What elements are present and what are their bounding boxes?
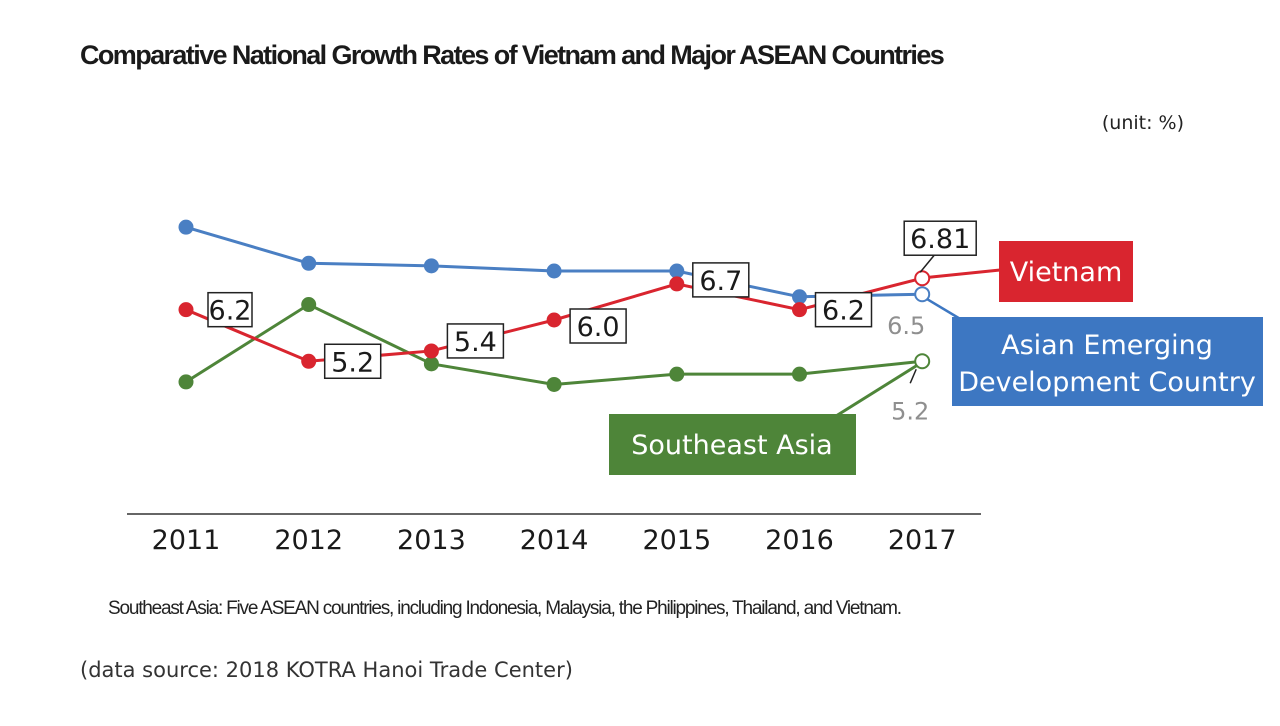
- asian-emerging-legend-label-line1: Asian Emerging: [1001, 330, 1213, 361]
- x-tick-label: 2014: [520, 525, 589, 556]
- x-tick-label: 2015: [642, 525, 711, 556]
- vietnam-legend-connector: [929, 268, 1001, 279]
- vietnam-value-label: 6.2: [209, 296, 252, 327]
- asian-emerging-legend-box: [952, 317, 1263, 406]
- vietnam-data-point: [669, 276, 685, 292]
- x-tick-label: 2011: [152, 525, 221, 556]
- vietnam-data-point: [914, 270, 931, 287]
- asian-emerging-data-point: [546, 263, 562, 279]
- vietnam-value-label: 6.7: [699, 266, 742, 297]
- southeast-asia-legend-label: Southeast Asia: [631, 430, 832, 461]
- chart-title: Comparative National Growth Rates of Vie…: [80, 40, 945, 70]
- unit-label: (unit: %): [1101, 112, 1184, 134]
- vietnam-data-point: [301, 353, 317, 369]
- vietnam-value-box: [692, 262, 750, 298]
- x-tick-label: 2012: [274, 525, 343, 556]
- southeast-asia-end-value: 5.2: [891, 397, 929, 425]
- vietnam-data-point: [423, 343, 439, 359]
- data-source: (data source: 2018 KOTRA Hanoi Trade Cen…: [80, 658, 573, 682]
- vietnam-value-label: 5.4: [454, 327, 497, 358]
- vietnam-value-box: [323, 343, 382, 380]
- asian-emerging-data-point: [914, 286, 931, 303]
- southeast-asia-data-point: [301, 297, 317, 313]
- asian-emerging-series-line: [185, 225, 923, 299]
- vietnam-value-label: 6.2: [822, 296, 865, 327]
- vietnam-legend-label: Vietnam: [1010, 257, 1123, 288]
- asian-emerging-data-point: [178, 219, 194, 235]
- footnote: Southeast Asia: Five ASEAN countries, in…: [108, 598, 902, 619]
- southeast-asia-data-point: [914, 353, 931, 370]
- vietnam-data-point: [178, 302, 194, 318]
- asian-emerging-data-point: [301, 255, 317, 271]
- southeast-asia-data-point: [669, 366, 685, 382]
- vietnam-value-label: 6.0: [577, 312, 620, 343]
- vietnam-value-box: [569, 308, 627, 344]
- x-tick-label: 2013: [397, 525, 466, 556]
- vietnam-legend-box: [999, 241, 1133, 302]
- southeast-asia-data-point: [423, 356, 439, 372]
- vietnam-data-point: [792, 302, 807, 318]
- asian-emerging-legend-label-line2: Development Country: [958, 367, 1256, 398]
- asian-emerging-data-point: [669, 263, 685, 279]
- x-tick-label: 2017: [888, 525, 957, 556]
- asian-emerging-end-value: 6.5: [887, 312, 925, 340]
- asian-emerging-data-point: [423, 258, 439, 274]
- asian-emerging-legend-connector: [926, 298, 963, 322]
- vietnam-value-box: [814, 291, 873, 328]
- southeast-asia-value-leader: [909, 368, 917, 384]
- vietnam-value-leader: [919, 254, 935, 273]
- southeast-asia-data-point: [178, 374, 194, 390]
- southeast-asia-data-point: [792, 366, 807, 382]
- vietnam-value-label: 5.2: [331, 347, 374, 378]
- vietnam-value-label: 6.81: [910, 224, 970, 255]
- southeast-asia-legend-box: [609, 414, 856, 475]
- southeast-asia-legend-connector: [835, 363, 918, 418]
- x-tick-label: 2016: [765, 525, 834, 556]
- vietnam-value-box: [207, 291, 253, 328]
- southeast-asia-data-point: [546, 376, 562, 392]
- asian-emerging-data-point: [792, 289, 807, 305]
- vietnam-value-box: [903, 220, 977, 256]
- vietnam-value-box: [446, 323, 505, 359]
- vietnam-data-point: [546, 312, 562, 328]
